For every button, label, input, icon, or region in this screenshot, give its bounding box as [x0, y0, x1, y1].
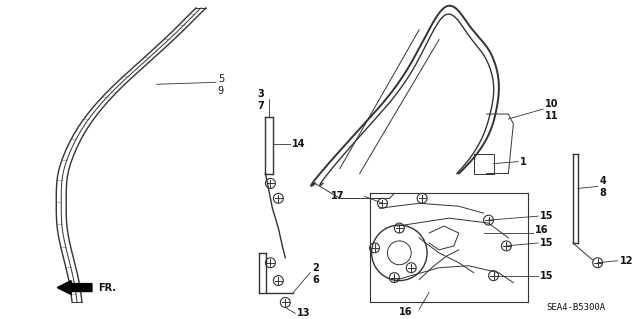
Text: 16: 16	[535, 225, 548, 235]
Text: 6: 6	[312, 275, 319, 285]
Text: 1: 1	[520, 157, 527, 167]
Text: 16: 16	[399, 307, 412, 317]
FancyArrow shape	[57, 281, 92, 294]
Text: 7: 7	[258, 101, 264, 111]
Text: 15: 15	[540, 238, 554, 248]
Text: 11: 11	[545, 111, 559, 121]
Text: 2: 2	[312, 263, 319, 273]
Text: 3: 3	[258, 89, 264, 99]
Text: 17: 17	[332, 191, 345, 201]
Text: SEA4-B5300A: SEA4-B5300A	[547, 303, 605, 312]
Text: 12: 12	[620, 256, 633, 266]
Text: 15: 15	[540, 271, 554, 281]
Text: 4: 4	[600, 176, 606, 187]
Text: 10: 10	[545, 99, 559, 109]
Text: FR.: FR.	[98, 283, 116, 293]
Text: 9: 9	[218, 86, 224, 96]
Text: 14: 14	[292, 139, 306, 149]
Text: 5: 5	[218, 74, 224, 84]
Text: 8: 8	[600, 188, 607, 198]
Text: 13: 13	[297, 308, 310, 318]
Text: 15: 15	[540, 211, 554, 221]
